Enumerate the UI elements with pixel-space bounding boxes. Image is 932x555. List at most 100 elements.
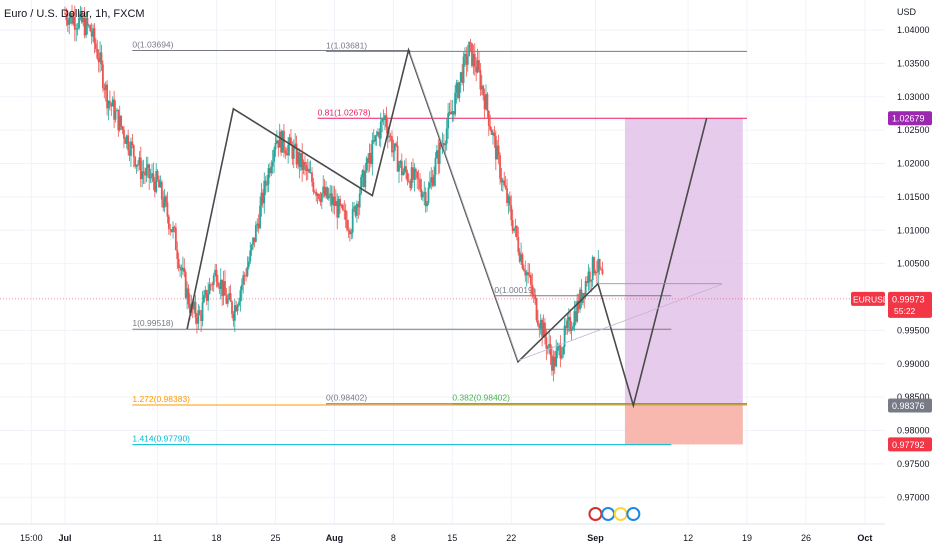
candle-body	[278, 131, 281, 148]
price-axis	[885, 0, 932, 550]
candle-body	[452, 111, 455, 115]
candle-body	[292, 146, 295, 159]
candle-body	[388, 135, 391, 138]
candle-body	[444, 143, 447, 146]
candle-body	[224, 281, 226, 296]
candle-body	[236, 305, 239, 312]
candle-body	[264, 180, 267, 186]
x-tick-label: Aug	[326, 533, 344, 543]
candle-body	[544, 322, 546, 338]
candle-body	[249, 250, 252, 262]
candle-body	[123, 129, 125, 139]
candle-body	[117, 109, 120, 131]
candle-body	[428, 182, 431, 188]
candle-body	[72, 16, 75, 24]
candle-body	[301, 153, 304, 171]
candle-body	[304, 161, 306, 166]
candle-body	[290, 137, 292, 146]
candle-body	[116, 109, 118, 111]
candle-body	[419, 179, 421, 190]
candle-body	[274, 142, 277, 150]
candle-body	[184, 272, 187, 298]
candle-body	[392, 150, 395, 153]
fib-level-label: 1(0.99518)	[132, 318, 173, 328]
candle-body	[121, 126, 124, 130]
candle-body	[537, 320, 539, 326]
y-tick-label: 0.97500	[897, 459, 930, 469]
candle-body	[130, 141, 132, 156]
candle-body	[243, 275, 246, 277]
candle-body	[69, 13, 72, 18]
candle-body	[191, 303, 194, 310]
candle-body	[232, 314, 235, 321]
candle-body	[173, 226, 176, 228]
fib-level-label: 1(1.03681)	[326, 40, 367, 50]
x-tick-label: 19	[742, 533, 752, 543]
candle-body	[507, 196, 510, 203]
candle-body	[480, 85, 483, 90]
candle-body	[96, 48, 99, 59]
event-icon[interactable]	[601, 507, 616, 521]
candle-body	[382, 119, 385, 121]
candle-body	[501, 180, 504, 183]
price-tag	[888, 437, 932, 452]
trend-line[interactable]	[517, 283, 722, 361]
candle-body	[504, 185, 507, 189]
candle-body	[513, 228, 515, 232]
candle-body	[260, 192, 263, 206]
symbol-tag-text: EURUSD	[853, 294, 889, 304]
candle-body	[309, 172, 312, 174]
candle-body	[464, 53, 466, 57]
event-icon[interactable]	[588, 507, 603, 521]
candle-body	[555, 350, 558, 367]
candle-body	[445, 128, 448, 144]
candle-body	[365, 158, 368, 171]
candle-body	[522, 268, 525, 271]
symbol-title[interactable]: Euro / U.S. Dollar, 1h, FXCM	[4, 8, 145, 20]
candle-body	[194, 301, 197, 318]
candle-body	[541, 319, 544, 337]
candle-body	[297, 152, 299, 165]
y-tick-label: 1.03500	[897, 58, 930, 68]
event-icon[interactable]	[626, 507, 641, 521]
event-icon[interactable]	[613, 507, 628, 521]
candle-body	[327, 195, 330, 199]
candle-body	[574, 311, 577, 322]
candle-body	[134, 156, 137, 167]
candle-body	[511, 220, 514, 232]
candle-body	[319, 198, 322, 202]
candle-body	[515, 225, 518, 238]
candle-body	[431, 177, 434, 186]
candle-body	[524, 270, 527, 276]
candle-body	[291, 145, 294, 159]
candle-body	[329, 193, 332, 196]
candle-body	[131, 141, 134, 146]
candle-body	[416, 171, 419, 179]
countdown-text: 55:22	[894, 306, 916, 316]
candle-body	[579, 289, 581, 310]
candle-body	[109, 101, 111, 104]
candle-body	[254, 225, 257, 243]
candle-body	[247, 261, 250, 267]
candle-body	[85, 17, 87, 36]
candle-body	[186, 288, 188, 298]
candle-body	[398, 164, 400, 172]
candle-body	[239, 290, 242, 302]
pattern-path[interactable]	[186, 47, 708, 409]
candle-body	[389, 135, 392, 137]
candle-body	[421, 193, 424, 198]
candle-body	[597, 258, 600, 273]
candle-body	[151, 173, 153, 177]
candle-body	[562, 346, 565, 355]
trend-line[interactable]	[409, 53, 519, 361]
fib-level-label: 1.414(0.97790)	[132, 434, 190, 444]
candle-body	[149, 176, 152, 179]
candle-body	[73, 16, 76, 30]
candle-body	[193, 301, 196, 310]
candle-body	[76, 28, 79, 29]
candle-body	[165, 196, 167, 203]
candle-body	[68, 17, 71, 25]
candle-body	[472, 53, 475, 66]
